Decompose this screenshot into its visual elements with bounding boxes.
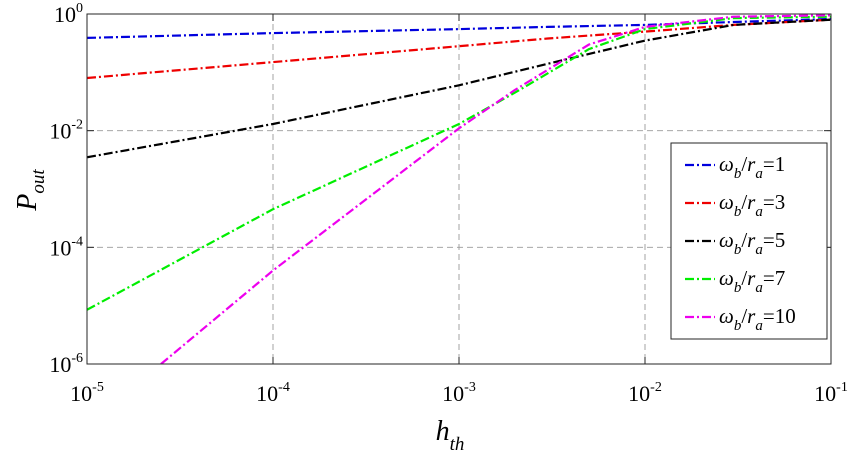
series-line-1 [87, 17, 831, 39]
x-tick-label: 10-4 [256, 380, 290, 406]
legend-label-1: ωb/ra=1 [719, 152, 785, 182]
legend-label-5: ωb/ra=10 [719, 304, 796, 334]
x-tick-label: 10-1 [814, 380, 848, 406]
y-tick-label: 10-2 [49, 118, 83, 144]
series-line-5 [160, 14, 831, 364]
x-tick-label: 10-5 [70, 380, 104, 406]
y-tick-label: 100 [54, 1, 83, 27]
y-axis-label: Pout [12, 169, 49, 212]
x-tick-label: 10-3 [442, 380, 476, 406]
series-line-4 [87, 15, 831, 311]
legend-label-3: ωb/ra=5 [719, 228, 785, 258]
y-axis-label-sub: out [28, 169, 49, 194]
legend-label-2: ωb/ra=3 [719, 190, 785, 220]
x-axis-label-main: h [436, 416, 450, 447]
y-axis-label-main: P [12, 194, 43, 212]
y-tick-label: 10-6 [49, 351, 83, 377]
series-line-2 [87, 18, 831, 80]
legend-label-4: ωb/ra=7 [719, 266, 785, 296]
y-tick-label: 10-4 [49, 234, 83, 260]
x-tick-label: 10-2 [628, 380, 662, 406]
series-line-3 [87, 18, 831, 159]
x-axis-label-sub: th [450, 434, 465, 453]
grid [87, 14, 831, 364]
legend: ωb/ra=1 ωb/ra=3 ωb/ra=5 ωb/ra=7 ωb/ra=10 [670, 142, 828, 340]
tick-labels: 10-5 10-4 10-3 10-2 10-1 10-6 10-4 10-2 100 [49, 1, 848, 406]
x-axis-label: hth [436, 416, 465, 453]
series-layer [87, 14, 831, 364]
